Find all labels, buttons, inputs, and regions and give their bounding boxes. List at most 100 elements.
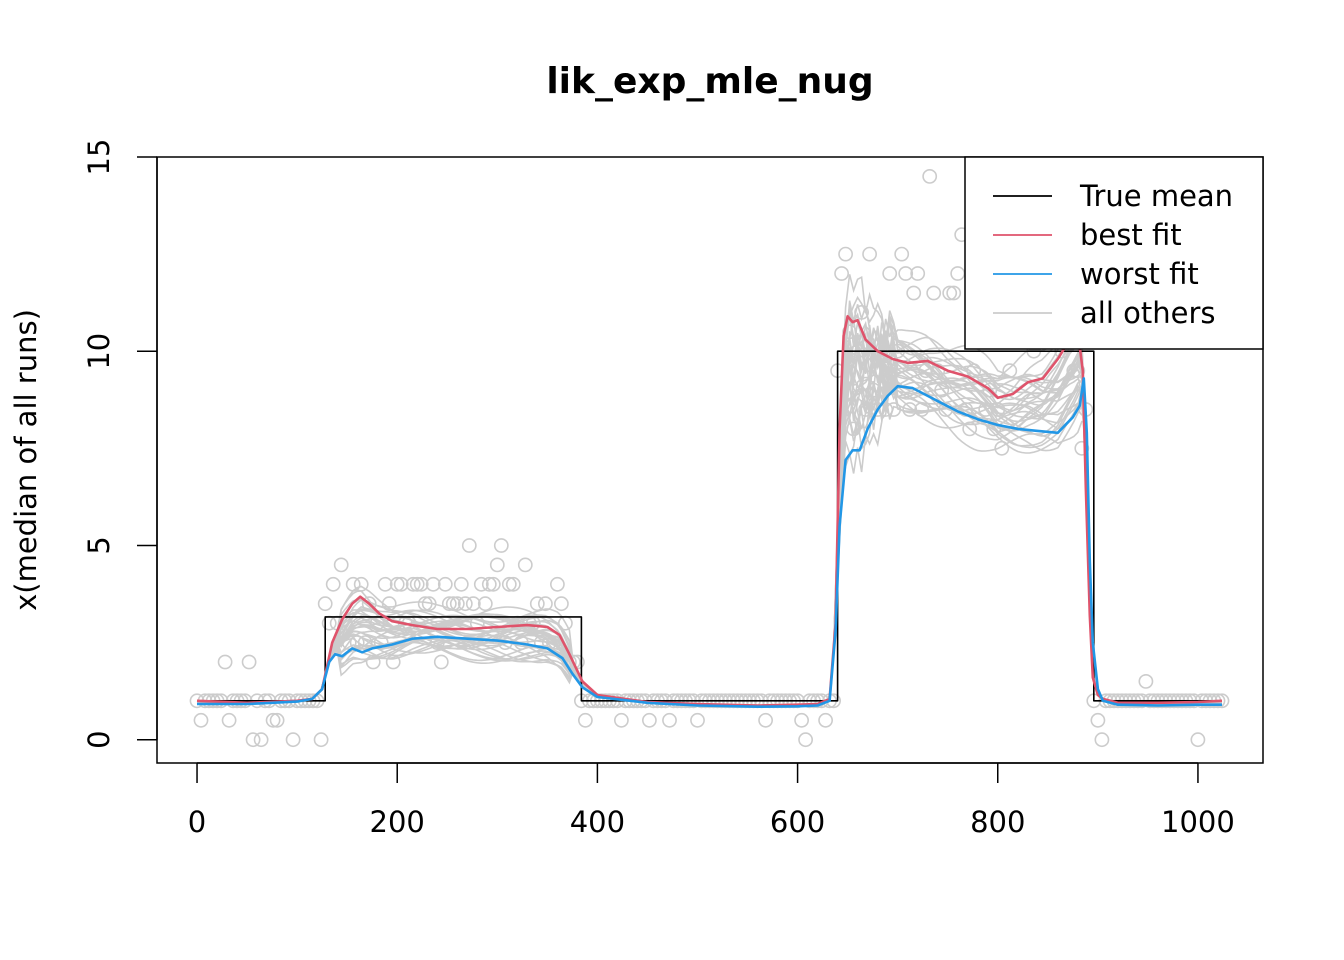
observation-point xyxy=(409,576,425,592)
observation-point xyxy=(449,596,465,612)
observation-point xyxy=(758,712,773,728)
observation-point xyxy=(445,596,461,612)
observation-point xyxy=(1094,732,1110,748)
observation-point xyxy=(1002,363,1018,379)
observation-point xyxy=(385,654,401,670)
observation-point xyxy=(425,576,441,592)
observation-point xyxy=(930,363,946,379)
observation-point xyxy=(317,596,333,612)
observation-point xyxy=(413,576,429,592)
other-run-line xyxy=(197,377,1222,708)
observation-point xyxy=(313,732,329,748)
observation-point xyxy=(854,304,869,320)
observation-point xyxy=(922,168,938,184)
observation-point xyxy=(566,654,581,670)
other-run-line xyxy=(197,377,1223,708)
observation-point xyxy=(529,596,545,612)
observation-point xyxy=(918,363,934,379)
observation-point xyxy=(886,402,902,417)
observation-point xyxy=(453,576,469,592)
observation-point xyxy=(690,712,705,728)
observation-point xyxy=(465,596,481,612)
y-tick-label: 5 xyxy=(82,536,116,554)
observation-point xyxy=(405,576,421,592)
observation-point xyxy=(642,712,657,728)
observation-point xyxy=(862,246,877,262)
observation-point xyxy=(433,654,449,670)
other-run-line xyxy=(196,372,1223,707)
observation-point xyxy=(441,596,457,612)
observation-point xyxy=(393,576,409,592)
observation-point xyxy=(1070,363,1086,379)
observation-point xyxy=(389,576,405,592)
observation-point xyxy=(546,635,561,650)
legend-label: True mean xyxy=(1079,179,1233,213)
observation-point xyxy=(241,654,257,670)
observation-point xyxy=(866,382,881,398)
observation-point xyxy=(578,712,593,728)
observation-point xyxy=(910,266,926,281)
observation-point xyxy=(265,712,281,728)
observation-point xyxy=(986,421,1002,437)
observation-point xyxy=(505,576,521,592)
x-tick-label: 0 xyxy=(188,805,206,839)
legend-box xyxy=(964,156,1264,350)
observation-point xyxy=(870,402,886,417)
observation-point xyxy=(982,382,998,398)
observation-point xyxy=(798,732,813,748)
observation-point xyxy=(253,732,269,748)
observation-point xyxy=(381,596,397,612)
observation-point xyxy=(946,285,962,301)
legend: True mean best fit worst fit all others xyxy=(964,156,1264,350)
y-tick-label: 10 xyxy=(82,333,116,370)
observation-point xyxy=(794,712,809,728)
observation-point xyxy=(221,712,237,728)
observation-point xyxy=(1190,732,1206,748)
observation-point xyxy=(906,285,922,301)
observation-point xyxy=(950,266,966,281)
observation-point xyxy=(858,402,873,417)
x-tick-label: 1000 xyxy=(1161,805,1235,839)
legend-label: worst fit xyxy=(1080,257,1199,291)
x-tick-label: 400 xyxy=(570,805,625,839)
legend-label: best fit xyxy=(1080,218,1182,252)
y-axis-label: x(median of all runs) xyxy=(9,309,43,611)
observation-point xyxy=(477,596,493,612)
y-tick-label: 0 xyxy=(82,730,116,748)
observation-point xyxy=(874,363,890,379)
x-tick-label: 600 xyxy=(770,805,825,839)
observation-point xyxy=(554,596,569,612)
observation-point xyxy=(193,712,209,728)
observation-point xyxy=(662,712,677,728)
observation-point xyxy=(926,285,942,301)
observation-point xyxy=(842,324,857,340)
legend-label: all others xyxy=(1080,296,1215,330)
observation-point xyxy=(914,402,930,417)
observation-point xyxy=(361,596,377,612)
observation-point xyxy=(1090,712,1106,728)
observation-point xyxy=(533,635,549,650)
observation-point xyxy=(417,596,433,612)
observation-point xyxy=(1138,674,1154,689)
worst-fit-line xyxy=(197,377,1222,708)
observation-point xyxy=(357,635,373,650)
observation-point xyxy=(373,635,389,650)
observation-point xyxy=(966,363,982,379)
observation-point xyxy=(493,538,509,553)
observation-point xyxy=(457,596,473,612)
observation-point xyxy=(501,576,517,592)
observation-point xyxy=(818,712,833,728)
observation-point xyxy=(269,712,285,728)
observation-point xyxy=(962,421,978,437)
x-tick-label: 800 xyxy=(970,805,1025,839)
observation-point xyxy=(958,402,974,417)
observation-point xyxy=(333,557,349,573)
x-tick-label: 200 xyxy=(370,805,425,839)
observation-point xyxy=(377,576,393,592)
chart-title: lik_exp_mle_nug xyxy=(546,61,873,102)
observation-point xyxy=(898,266,914,281)
observation-point xyxy=(882,266,898,281)
observation-point xyxy=(517,557,533,573)
observation-point xyxy=(550,576,565,592)
